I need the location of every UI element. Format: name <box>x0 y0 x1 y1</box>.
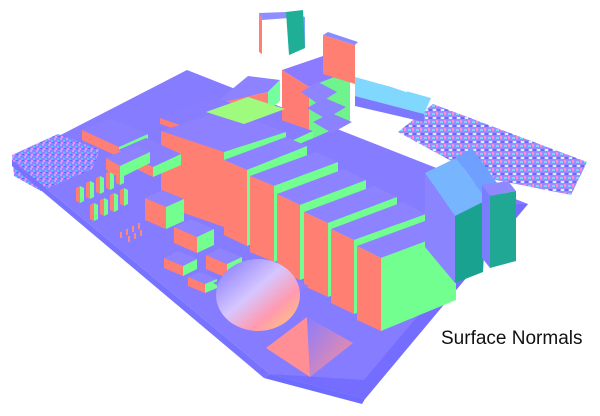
step-2 <box>307 98 346 119</box>
front-edge-right <box>264 374 365 404</box>
front-edge-left <box>12 160 270 378</box>
pillar-grid-green <box>80 166 128 221</box>
slat-1-front <box>82 130 119 157</box>
slat-2-side <box>153 154 181 177</box>
far-right-slab-top <box>482 181 516 196</box>
small-block-row <box>355 77 431 114</box>
cube-b-side <box>197 229 214 253</box>
cube-e-side <box>205 279 217 293</box>
ramp-top <box>425 158 487 216</box>
left-slab-front <box>106 158 120 178</box>
ramp-front <box>425 173 455 283</box>
wall-1-front <box>224 160 247 246</box>
wall-1-top <box>224 137 307 170</box>
pyramid-left <box>266 317 310 377</box>
back-panel-green <box>286 10 305 55</box>
wall-4-top <box>304 186 397 223</box>
wall-5-front <box>331 229 354 314</box>
cube-d-front <box>164 258 183 276</box>
stairs-side-2 <box>282 70 309 140</box>
back-wall-front <box>323 35 355 84</box>
large-block-top <box>161 110 286 152</box>
left-slab-side <box>120 152 150 178</box>
wall-4-front <box>304 212 328 297</box>
dome <box>216 259 300 331</box>
far-right-slab-front <box>490 191 516 268</box>
right-noise-patch <box>398 104 587 195</box>
cube-e-top <box>188 272 217 284</box>
step-3 <box>313 113 352 133</box>
cube-c-front <box>206 255 227 278</box>
back-box-front <box>259 13 262 54</box>
wall-3-front <box>277 194 300 280</box>
wall-2-top <box>250 152 338 186</box>
small-block-tops <box>359 73 416 92</box>
slat-1-top <box>82 118 148 147</box>
wall-6-front <box>357 246 381 331</box>
caption: Surface Normals <box>441 328 583 349</box>
left-bump-patch <box>12 134 100 191</box>
back-box-top <box>259 12 289 20</box>
wall-2-front <box>250 176 274 262</box>
step-1 <box>301 82 337 104</box>
cube-e-front <box>188 277 205 293</box>
cube-d-side <box>183 259 197 276</box>
small-block-row-side <box>355 96 424 122</box>
cube-a-front <box>145 198 166 229</box>
wall-3-top <box>277 169 366 205</box>
back-wall-top <box>323 32 358 45</box>
small-pegs <box>120 223 142 242</box>
cube-d-top <box>164 251 197 266</box>
left-slab-top <box>106 145 150 166</box>
cube-a-top <box>145 190 184 207</box>
stairs-top-1 <box>214 76 280 104</box>
cube-b-front <box>174 227 197 253</box>
cube-c-top <box>206 248 242 264</box>
cube-a-side <box>166 199 184 229</box>
pyramid-right <box>307 317 353 377</box>
cube-b-top <box>174 219 214 237</box>
stairs-side-1 <box>268 80 280 111</box>
large-block-highlight <box>206 97 285 124</box>
far-right-slab-side <box>482 185 490 268</box>
wall-5-top <box>331 202 426 240</box>
ramp-side <box>455 200 487 283</box>
